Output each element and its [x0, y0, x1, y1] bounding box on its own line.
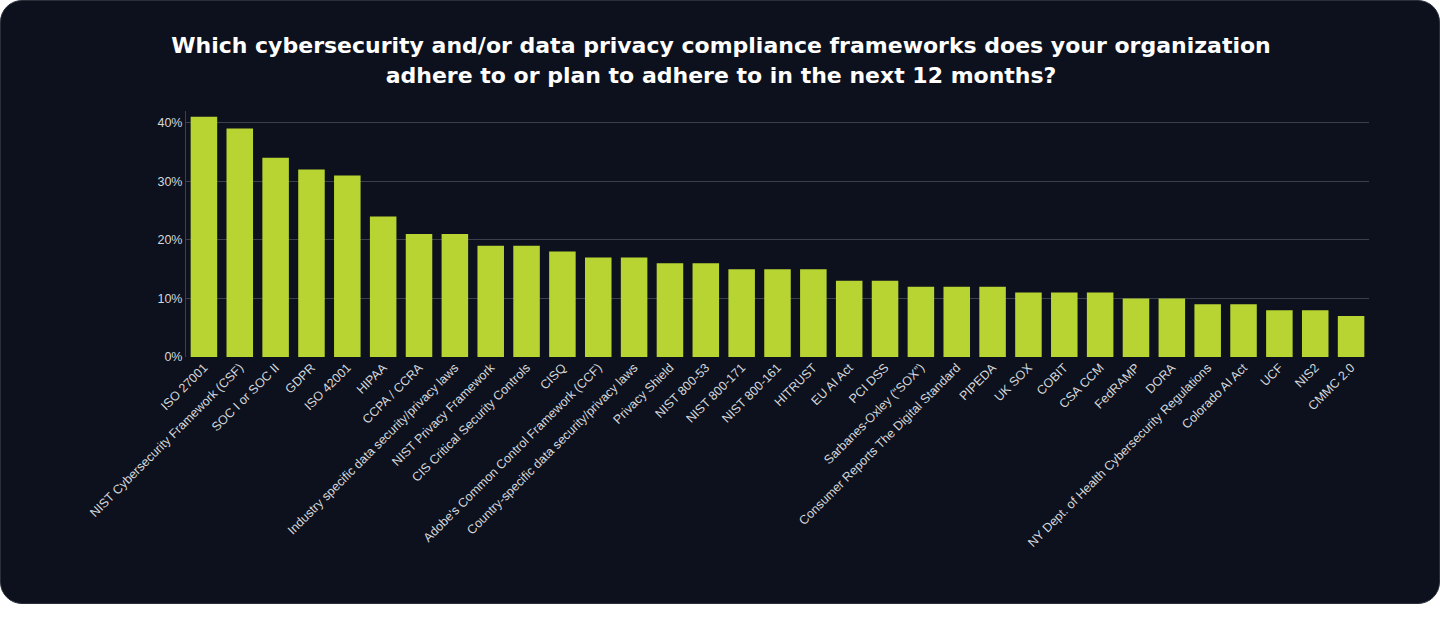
svg-text:Consumer Reports The Digital S: Consumer Reports The Digital Standard [796, 361, 963, 528]
svg-text:30%: 30% [157, 175, 182, 189]
svg-text:GDPR: GDPR [283, 361, 318, 396]
svg-text:NIST 800-53: NIST 800-53 [652, 361, 712, 421]
svg-text:FedRAMP: FedRAMP [1092, 361, 1143, 412]
svg-text:CSA CCM: CSA CCM [1057, 361, 1107, 411]
svg-text:20%: 20% [157, 233, 182, 247]
svg-text:COBIT: COBIT [1034, 361, 1071, 398]
html-text:Which cybersecurity and/or dat: Which cybersecurity and/or data privacy … [171, 33, 1271, 88]
svg-text:UCF: UCF [1258, 361, 1286, 389]
svg-text:10%: 10% [157, 292, 182, 306]
svg-text:CIS Critical Security Controls: CIS Critical Security Controls [409, 361, 533, 485]
svg-text:Privacy Shield: Privacy Shield [611, 361, 677, 427]
svg-text:NIST Privacy Framework: NIST Privacy Framework [389, 360, 497, 468]
svg-text:PIPEDA: PIPEDA [957, 360, 1000, 403]
svg-text:0%: 0% [164, 350, 182, 364]
svg-text:NIS2: NIS2 [1292, 361, 1322, 391]
svg-text:CMMC 2.0: CMMC 2.0 [1305, 361, 1357, 413]
svg-text:HITRUST: HITRUST [772, 361, 820, 409]
svg-text:Country-specific data security: Country-specific data security/privacy l… [464, 361, 640, 537]
svg-text:ISO 42001: ISO 42001 [302, 361, 354, 413]
svg-text:EU AI Act: EU AI Act [808, 361, 856, 409]
svg-text:NIST 800-161: NIST 800-161 [719, 361, 784, 426]
svg-text:Adobe's Common Control Framewo: Adobe's Common Control Framework (CCF) [421, 361, 605, 545]
svg-text:SOC I or SOC II: SOC I or SOC II [209, 361, 282, 434]
svg-text:PCI DSS: PCI DSS [846, 361, 891, 406]
svg-text:40%: 40% [157, 116, 182, 130]
svg-text:CCPA / CCRA: CCPA / CCRA [360, 360, 426, 426]
svg-text:Colorado AI Act: Colorado AI Act [1179, 361, 1250, 432]
svg-text:UK SOX: UK SOX [992, 360, 1036, 404]
svg-text:HIPAA: HIPAA [354, 360, 390, 396]
svg-text:NIST 800-171: NIST 800-171 [683, 361, 748, 426]
svg-text:NY Dept. of Health Cybersecuri: NY Dept. of Health Cybersecurity Regulat… [1025, 361, 1214, 550]
svg-text:Sarbanes-Oxley (“SOX”): Sarbanes-Oxley (“SOX”) [821, 361, 927, 467]
svg-text:Industry specific data securit: Industry specific data security/privacy … [285, 361, 461, 537]
svg-text:DORA: DORA [1143, 360, 1179, 396]
svg-text:NIST Cybersecurity Framework (: NIST Cybersecurity Framework (CSF) [87, 361, 246, 520]
svg-text:CISQ: CISQ [537, 361, 569, 393]
svg-text:ISO 27001: ISO 27001 [158, 361, 210, 413]
